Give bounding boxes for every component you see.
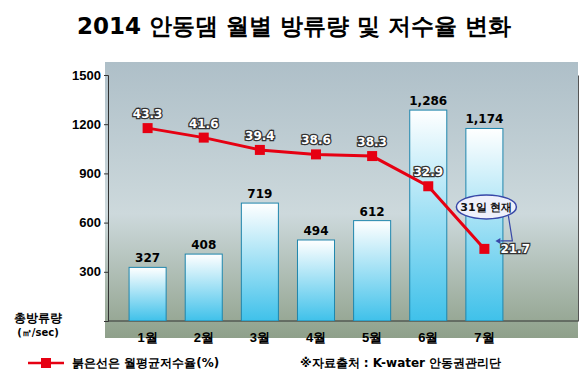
y-tick-mark: [104, 173, 108, 174]
line-label: 38.6: [301, 133, 331, 147]
bar: [354, 221, 391, 321]
line-label: 32.9: [413, 165, 443, 179]
marker: [479, 244, 489, 254]
line-label: 43.3: [133, 107, 163, 121]
marker: [199, 133, 209, 143]
y2-axis: [578, 76, 579, 322]
line-label: 38.3: [357, 135, 387, 149]
bar: [241, 203, 278, 321]
legend: 붉은선은 월평균저수율(%): [28, 356, 219, 370]
y-axis-line: [104, 76, 109, 322]
y-tick-label: 600: [79, 215, 101, 230]
x-tick-label: 2월: [194, 330, 214, 345]
marks: [129, 110, 503, 321]
marker: [255, 145, 265, 155]
y-tick-mark: [104, 75, 108, 76]
bar: [297, 240, 334, 321]
y-tick: 1500: [72, 68, 108, 83]
marker: [143, 123, 153, 133]
plot-background: [105, 62, 578, 338]
y-axis-title: 총방류량: [14, 311, 62, 325]
x-tick-label: 3월: [250, 330, 270, 345]
y-axis-title: (㎥/sec): [17, 327, 58, 338]
x-tick: 5월: [362, 321, 382, 345]
y-tick: 300: [79, 264, 108, 279]
y-tick-label: 900: [79, 166, 101, 181]
line-label: 39.4: [245, 129, 275, 143]
y-tick-label: 300: [79, 264, 101, 279]
x-tick-label: 4월: [306, 330, 326, 345]
bar-label: 719: [247, 187, 272, 201]
x-tick: 6월: [418, 321, 438, 345]
bar: [410, 110, 447, 321]
x-axis: 1월 2월 3월 4월 5월 6월 7월: [108, 321, 578, 345]
x-tick-label: 5월: [362, 330, 382, 345]
marker: [367, 151, 377, 161]
y-tick-mark: [104, 272, 108, 273]
legend-marker: [41, 358, 51, 368]
legend-label: 붉은선은 월평균저수율(%): [72, 356, 219, 370]
bar: [129, 267, 166, 321]
y-tick-mark: [104, 223, 108, 224]
line-label: 21.7: [500, 242, 530, 256]
labels: 327 408 719 494 612 1,286 1,174 43.3 41.6 39.4 38.…: [133, 94, 530, 265]
x-tick: 2월: [194, 321, 214, 345]
y-tick-mark: [104, 124, 108, 125]
x-tick-label: 1월: [137, 330, 157, 345]
bar-label: 1,286: [409, 94, 447, 108]
bar-label: 1,174: [465, 112, 503, 126]
x-tick-label: 6월: [418, 330, 438, 345]
y2-axis-line: [578, 76, 579, 322]
x-tick: 7월: [474, 321, 494, 345]
bar-label: 327: [135, 251, 160, 265]
x-tick: 3월: [250, 321, 270, 345]
annotation-box: [456, 195, 516, 219]
source: ※자료출처 : K-water 안동권관리단: [300, 356, 501, 370]
bar-label: 494: [303, 224, 328, 238]
bar-label: 612: [360, 205, 385, 219]
bar-label: 408: [191, 238, 216, 252]
annotation-arrowhead: [495, 238, 500, 244]
y-tick-label: 1200: [72, 117, 101, 132]
marker: [311, 149, 321, 159]
y-axis: 300 600 900 1200 1500: [72, 68, 108, 322]
bar: [466, 128, 503, 321]
y-tick: 600: [79, 215, 108, 230]
y-tick: 1200: [72, 117, 108, 132]
title: 2014 안동댐 월별 방류량 및 저수율 변화: [77, 13, 511, 39]
annotation: 31일 현재: [460, 201, 512, 214]
line: [148, 128, 485, 249]
x-tick: 4월: [306, 321, 326, 345]
x-tick-label: 7월: [474, 330, 494, 345]
y-tick: 900: [79, 166, 108, 181]
y-tick-label: 1500: [72, 68, 101, 83]
bar: [185, 254, 222, 321]
annotation-arrow: [500, 216, 512, 241]
marker: [423, 181, 433, 191]
x-tick: 1월: [137, 321, 157, 345]
chart: 2014 안동댐 월별 방류량 및 저수율 변화 300 600 900 1200 150…: [0, 0, 588, 383]
line-label: 41.6: [189, 117, 219, 131]
x-axis-line: [108, 321, 578, 322]
